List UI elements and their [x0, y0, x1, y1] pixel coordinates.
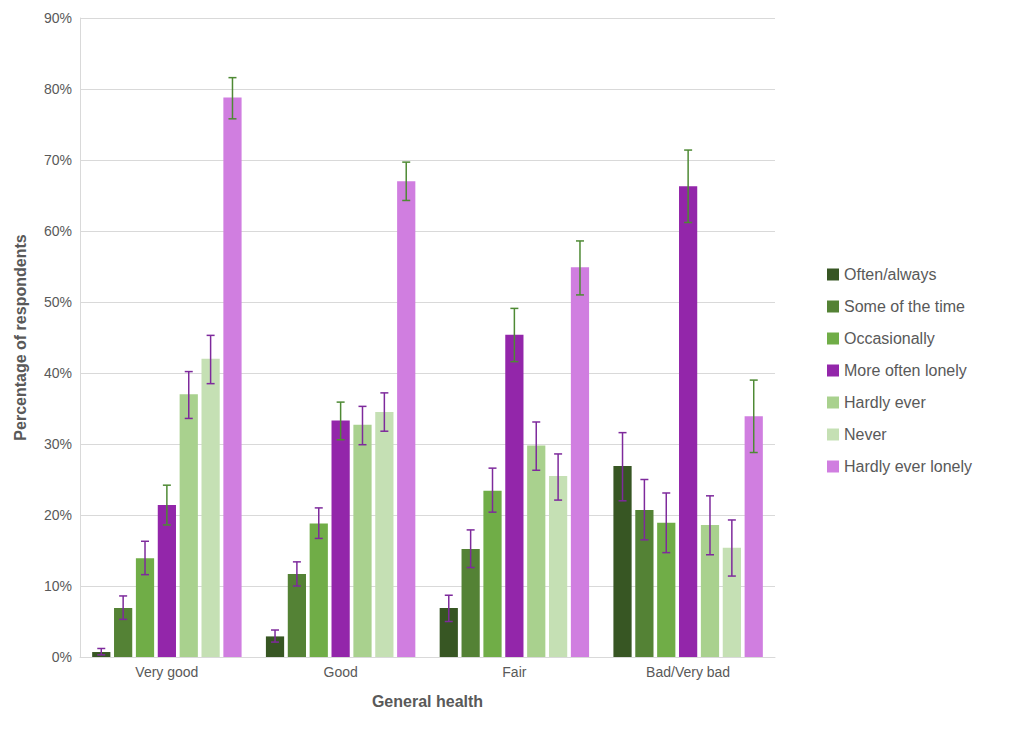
svg-text:Never: Never	[844, 426, 887, 443]
svg-text:50%: 50%	[44, 294, 72, 310]
svg-text:Hardly ever: Hardly ever	[844, 394, 926, 411]
svg-text:80%: 80%	[44, 81, 72, 97]
svg-text:0%: 0%	[52, 649, 72, 665]
svg-text:70%: 70%	[44, 152, 72, 168]
svg-text:Occasionally: Occasionally	[844, 330, 935, 347]
svg-text:30%: 30%	[44, 436, 72, 452]
svg-text:Often/always: Often/always	[844, 266, 936, 283]
svg-text:Fair: Fair	[502, 664, 526, 680]
svg-text:Percentage of respondents: Percentage of respondents	[12, 234, 29, 440]
svg-text:Very good: Very good	[135, 664, 198, 680]
svg-text:60%: 60%	[44, 223, 72, 239]
svg-text:Some of the time: Some of the time	[844, 298, 965, 315]
svg-text:40%: 40%	[44, 365, 72, 381]
svg-text:More often lonely: More often lonely	[844, 362, 967, 379]
svg-text:90%: 90%	[44, 10, 72, 26]
svg-text:General health: General health	[372, 693, 483, 710]
svg-text:Good: Good	[324, 664, 358, 680]
svg-text:20%: 20%	[44, 507, 72, 523]
svg-text:Bad/Very bad: Bad/Very bad	[646, 664, 730, 680]
svg-text:10%: 10%	[44, 578, 72, 594]
svg-text:Hardly ever lonely: Hardly ever lonely	[844, 458, 972, 475]
